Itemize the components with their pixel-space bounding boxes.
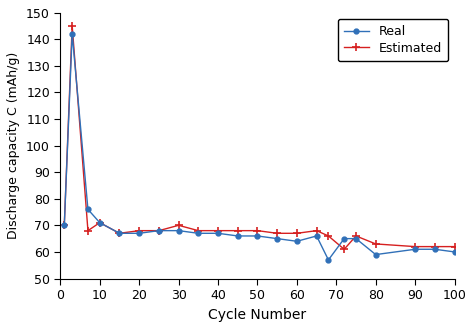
Estimated: [62, 223, 67, 227]
Real: [137, 231, 142, 235]
Real: [69, 32, 75, 36]
Real: [314, 234, 319, 238]
Estimated: [314, 229, 319, 233]
Real: [412, 247, 418, 251]
Real: [326, 258, 331, 262]
Estimated: [412, 245, 418, 249]
Estimated: [69, 24, 75, 28]
Estimated: [353, 234, 359, 238]
Real: [62, 223, 67, 227]
Estimated: [432, 245, 438, 249]
X-axis label: Cycle Number: Cycle Number: [209, 308, 307, 321]
Real: [432, 247, 438, 251]
Real: [235, 234, 241, 238]
Real: [294, 239, 300, 243]
Line: Real: Real: [62, 31, 457, 262]
Y-axis label: Discharge capacity C (mAh/g): Discharge capacity C (mAh/g): [8, 52, 20, 239]
Estimated: [235, 229, 241, 233]
Real: [274, 237, 280, 240]
Estimated: [117, 231, 122, 235]
Real: [195, 231, 201, 235]
Estimated: [274, 231, 280, 235]
Real: [176, 229, 182, 233]
Estimated: [452, 245, 457, 249]
Estimated: [326, 234, 331, 238]
Real: [373, 253, 379, 257]
Estimated: [215, 229, 221, 233]
Real: [255, 234, 260, 238]
Real: [341, 237, 347, 240]
Real: [452, 250, 457, 254]
Estimated: [255, 229, 260, 233]
Real: [97, 221, 102, 225]
Real: [85, 207, 91, 211]
Line: Estimated: Estimated: [61, 22, 458, 253]
Estimated: [85, 229, 91, 233]
Real: [156, 229, 162, 233]
Estimated: [156, 229, 162, 233]
Legend: Real, Estimated: Real, Estimated: [337, 19, 448, 61]
Real: [215, 231, 221, 235]
Real: [117, 231, 122, 235]
Estimated: [373, 242, 379, 246]
Estimated: [195, 229, 201, 233]
Estimated: [137, 229, 142, 233]
Estimated: [97, 221, 102, 225]
Estimated: [341, 247, 347, 251]
Estimated: [294, 231, 300, 235]
Real: [353, 237, 359, 240]
Estimated: [176, 223, 182, 227]
